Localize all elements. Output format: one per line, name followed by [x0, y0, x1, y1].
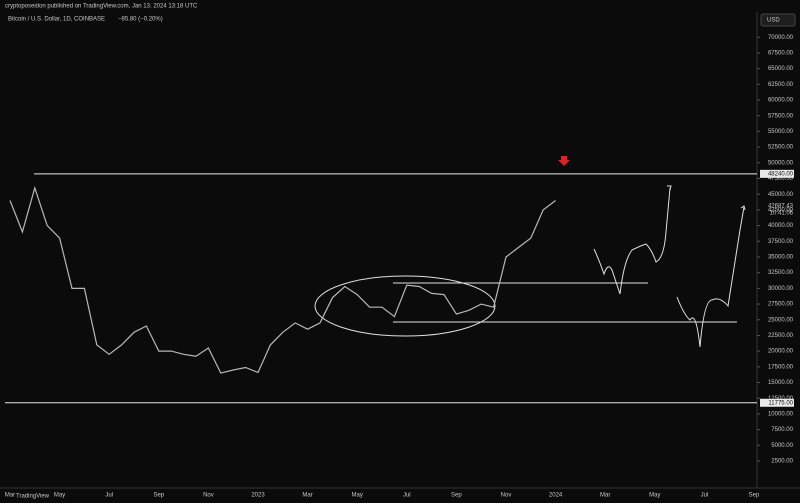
x-tick-label: Nov — [203, 493, 214, 499]
x-tick-label: 2024 — [549, 493, 563, 499]
level-label: 48240.00 — [768, 171, 794, 177]
x-tick-label: Sep — [749, 493, 760, 499]
y-tick-label: 60000.00 — [768, 98, 794, 104]
change: −85.80 (−0.20%) — [118, 17, 163, 23]
y-tick-label: 45000.00 — [768, 192, 794, 198]
x-tick-label: Jul — [701, 493, 709, 499]
countdown: 10:41:06 — [770, 210, 794, 216]
y-tick-label: 2500.00 — [771, 459, 793, 465]
x-tick-label: Mar — [302, 493, 312, 499]
x-tick-label: May — [54, 493, 65, 499]
x-tick-label: May — [352, 493, 363, 499]
price-tag — [760, 204, 798, 220]
y-tick-label: 15000.00 — [768, 380, 794, 386]
y-tick-label: 40000.00 — [768, 223, 794, 229]
y-tick-label: 22500.00 — [768, 333, 794, 339]
chart-title: Bitcoin / U.S. Dollar, 1D, COINBASE — [8, 17, 105, 23]
y-tick-label: 50000.00 — [768, 160, 794, 166]
y-tick-label: 20000.00 — [768, 349, 794, 355]
y-tick-label: 57500.00 — [768, 113, 794, 119]
drawings — [314, 185, 746, 348]
x-tick-label: Sep — [153, 493, 164, 499]
x-tick-label: Jul — [105, 493, 113, 499]
header: cryptoposeidon published on TradingView.… — [5, 4, 198, 10]
x-tick-label: Nov — [501, 493, 512, 499]
last-price: 42687.43 — [768, 203, 794, 209]
brand: TradingView — [16, 494, 50, 500]
y-tick-label: 42500.00 — [768, 207, 794, 213]
x-tick-label: 2023 — [251, 493, 265, 499]
y-tick-label: 55000.00 — [768, 129, 794, 135]
y-tick-label: 47500.00 — [768, 176, 794, 182]
x-tick-label: May — [649, 493, 660, 499]
y-tick-label: 30000.00 — [768, 286, 794, 292]
y-tick-label: 25000.00 — [768, 317, 794, 323]
x-tick-label: Mar — [5, 493, 15, 499]
y-tick-label: 37500.00 — [768, 239, 794, 245]
y-tick-label: 10000.00 — [768, 411, 794, 417]
currency: USD — [767, 18, 780, 24]
y-tick-label: 5000.00 — [771, 443, 793, 449]
y-tick-label: 65000.00 — [768, 66, 794, 72]
arrow-marker — [558, 156, 570, 166]
y-tick-label: 62500.00 — [768, 82, 794, 88]
price-line — [9, 185, 556, 374]
y-tick-label: 32500.00 — [768, 270, 794, 276]
currency-box[interactable] — [760, 13, 796, 27]
x-tick-label: Mar — [600, 493, 610, 499]
x-tick-label: Sep — [451, 493, 462, 499]
y-tick-label: 52500.00 — [768, 145, 794, 151]
level-tag — [760, 169, 794, 178]
y-tick-label: 35000.00 — [768, 255, 794, 261]
level-label: 11775.00 — [768, 400, 793, 406]
y-tick-label: 67500.00 — [768, 51, 794, 57]
y-tick-label: 17500.00 — [768, 364, 794, 370]
y-tick-label: 7500.00 — [771, 427, 793, 433]
x-tick-label: Jul — [403, 493, 411, 499]
y-tick-label: 27500.00 — [768, 302, 794, 308]
y-tick-label: 70000.00 — [768, 35, 794, 41]
level-tag — [760, 398, 794, 407]
